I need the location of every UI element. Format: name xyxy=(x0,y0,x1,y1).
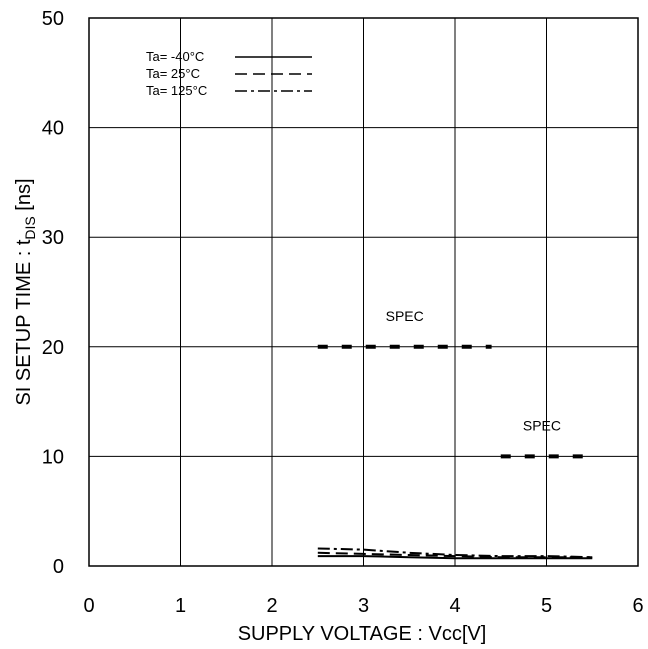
y-axis-title-subscript: DIS xyxy=(22,216,38,239)
grid xyxy=(89,18,638,566)
y-tick-label: 0 xyxy=(53,556,64,578)
series-line xyxy=(317,551,593,559)
x-axis-title: SUPPLY VOLTAGE : Vcc[V] xyxy=(238,623,487,645)
tick-labels: 0 1 2 3 4 5 6 0 10 20 30 40 50 xyxy=(42,8,644,617)
x-tick-label: 0 xyxy=(83,595,94,617)
y-tick-label: 50 xyxy=(42,8,64,30)
spec-label: SPEC xyxy=(386,308,424,324)
plot-frame xyxy=(88,17,639,567)
y-tick-label: 10 xyxy=(42,446,64,468)
x-tick-label: 2 xyxy=(266,595,277,617)
y-tick-label: 20 xyxy=(42,337,64,359)
x-tick-label: 3 xyxy=(358,595,369,617)
legend-label: Ta= 25°C xyxy=(146,66,200,81)
legend-label: Ta= 125°C xyxy=(146,83,207,98)
series-lines xyxy=(317,547,593,560)
y-axis-title-main: SI SETUP TIME : t xyxy=(13,239,35,405)
series-line xyxy=(317,555,593,560)
legend: Ta= -40°C Ta= 25°C Ta= 125°C xyxy=(146,49,312,98)
x-tick-label: 6 xyxy=(632,595,643,617)
spec-label: SPEC xyxy=(523,417,561,433)
spec-lines: SPEC SPEC xyxy=(317,308,584,459)
x-tick-label: 1 xyxy=(175,595,186,617)
x-tick-label: 5 xyxy=(541,595,552,617)
y-tick-label: 40 xyxy=(42,118,64,140)
y-axis-title: SI SETUP TIME : tDIS [ns] xyxy=(13,178,38,405)
y-axis-title-unit: [ns] xyxy=(13,178,35,216)
y-tick-label: 30 xyxy=(42,227,64,249)
x-tick-label: 4 xyxy=(449,595,460,617)
legend-label: Ta= -40°C xyxy=(146,49,204,64)
